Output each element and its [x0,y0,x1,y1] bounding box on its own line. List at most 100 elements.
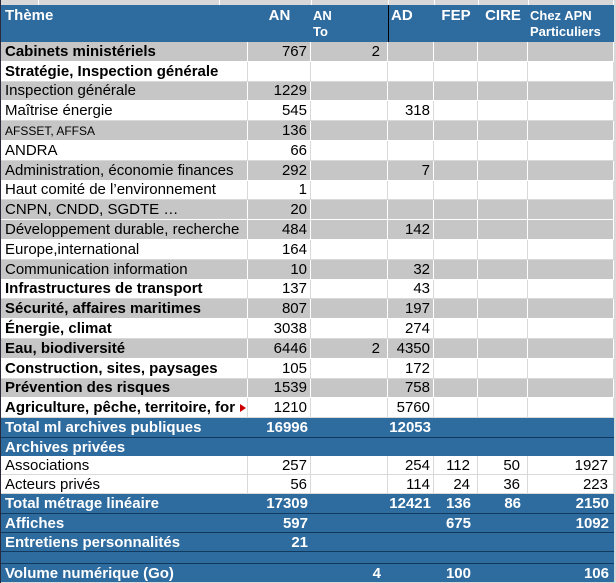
cell-cire[interactable] [478,338,528,358]
cell-chez[interactable]: 106 [583,564,609,582]
cell-an[interactable]: 137 [248,279,311,299]
cell-cire[interactable] [478,239,528,259]
cell-chez[interactable] [528,200,614,220]
cell-chez[interactable]: 223 [528,475,614,494]
cell-an[interactable]: 136 [248,121,311,140]
cell-chez[interactable] [528,378,614,398]
cell-cire[interactable] [478,358,528,378]
cell-ad[interactable] [388,180,434,200]
cell-ad[interactable]: 142 [388,220,434,239]
cell-fep[interactable] [434,319,478,338]
cell-theme[interactable]: Affiches [1,514,248,532]
cell-theme[interactable]: Haut comité de l’environnement [1,180,248,200]
cell-an_to[interactable] [311,475,388,494]
cell-ad[interactable] [388,140,434,160]
cell-cire[interactable] [478,121,528,140]
cell-ad[interactable]: 172 [388,358,434,378]
cell-an_to[interactable] [311,239,388,259]
cell-chez[interactable] [528,220,614,239]
cell-cire[interactable]: 36 [478,475,528,494]
cell-an[interactable]: 597 [282,514,308,532]
cell-an_to[interactable] [311,279,388,299]
cell-an_to[interactable] [311,61,388,81]
cell-ad[interactable]: 5760 [388,398,434,418]
cell-fep[interactable] [434,81,478,101]
cell-an_to[interactable] [311,418,388,437]
cell-theme[interactable]: Sécurité, affaires maritimes [1,299,248,319]
cell-fep[interactable] [434,121,478,140]
cell-ad[interactable]: 32 [388,259,434,279]
cell-fep[interactable]: 24 [434,475,478,494]
cell-an[interactable] [248,438,311,456]
cell-ad[interactable] [388,438,434,456]
cell-an_to[interactable] [311,319,388,338]
header-cell-chez[interactable]: Chez APN Particuliers [528,5,614,42]
cell-fep[interactable]: 675 [445,514,471,532]
cell-cire[interactable] [478,220,528,239]
cell-fep[interactable] [434,101,478,121]
cell-theme[interactable]: Archives privées [1,438,248,456]
cell-cire[interactable]: 86 [504,495,521,513]
cell-cire[interactable] [478,319,528,338]
cell-cire[interactable] [478,514,528,532]
header-cell-ad[interactable]: AD [388,5,434,42]
cell-cire[interactable] [478,418,528,437]
cell-chez[interactable] [528,418,614,437]
cell-cire[interactable] [478,200,528,220]
cell-an[interactable]: 6446 [248,338,311,358]
cell-an[interactable]: 10 [248,259,311,279]
cell-fep[interactable] [434,418,478,437]
cell-an[interactable]: 66 [248,140,311,160]
cell-an[interactable]: 3038 [248,319,311,338]
cell-ad[interactable] [388,200,434,220]
cell-fep[interactable] [434,42,478,61]
cell-fep[interactable]: 112 [434,456,478,475]
cell-chez[interactable] [528,319,614,338]
cell-an[interactable]: 545 [248,101,311,121]
cell-an[interactable]: 1539 [248,378,311,398]
cell-theme[interactable]: Total métrage linéaire [1,494,248,513]
cell-ad[interactable]: 114 [388,475,434,494]
cell-theme[interactable]: Entretiens personnalités [1,533,248,551]
cell-ad[interactable] [388,552,434,563]
cell-an[interactable]: 17309 [266,495,308,513]
cell-an[interactable]: 292 [248,160,311,180]
cell-fep[interactable] [434,61,478,81]
cell-cire[interactable] [478,533,528,551]
cell-an[interactable]: 1210 [248,398,311,418]
cell-ad[interactable]: 274 [388,319,434,338]
cell-theme[interactable]: Énergie, climat [1,319,248,338]
cell-fep[interactable] [434,200,478,220]
cell-chez[interactable] [528,239,614,259]
cell-chez[interactable] [528,42,614,61]
cell-ad[interactable] [388,61,434,81]
cell-cire[interactable] [478,552,528,563]
cell-chez[interactable] [528,140,614,160]
cell-fep[interactable] [434,358,478,378]
cell-cire[interactable] [478,61,528,81]
cell-ad[interactable]: 4350 [388,338,434,358]
cell-theme[interactable]: Total ml archives publiques [1,418,248,437]
cell-an_to[interactable] [311,514,388,532]
header-cell-an_to[interactable]: AN To [311,5,388,42]
cell-cire[interactable] [478,140,528,160]
cell-chez[interactable] [528,61,614,81]
cell-ad[interactable]: 318 [388,101,434,121]
cell-an_to[interactable] [311,259,388,279]
cell-an_to[interactable] [311,121,388,140]
cell-fep[interactable] [434,533,478,551]
cell-an_to[interactable]: 2 [311,338,388,358]
cell-ad[interactable]: 254 [388,456,434,475]
cell-theme[interactable]: Infrastructures de transport [1,279,248,299]
cell-an_to[interactable]: 4 [372,564,381,582]
cell-an[interactable] [248,61,311,81]
cell-fep[interactable] [434,299,478,319]
cell-cire[interactable] [478,299,528,319]
cell-an_to[interactable] [311,160,388,180]
cell-an[interactable]: 767 [248,42,311,61]
cell-theme[interactable]: Communication information [1,259,248,279]
cell-cire[interactable] [478,259,528,279]
cell-chez[interactable] [528,101,614,121]
cell-chez[interactable] [528,398,614,418]
cell-theme[interactable]: Cabinets ministériels [1,42,248,61]
